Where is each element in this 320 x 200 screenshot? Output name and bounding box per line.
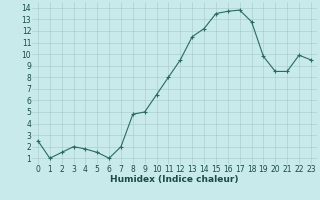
- X-axis label: Humidex (Indice chaleur): Humidex (Indice chaleur): [110, 175, 239, 184]
